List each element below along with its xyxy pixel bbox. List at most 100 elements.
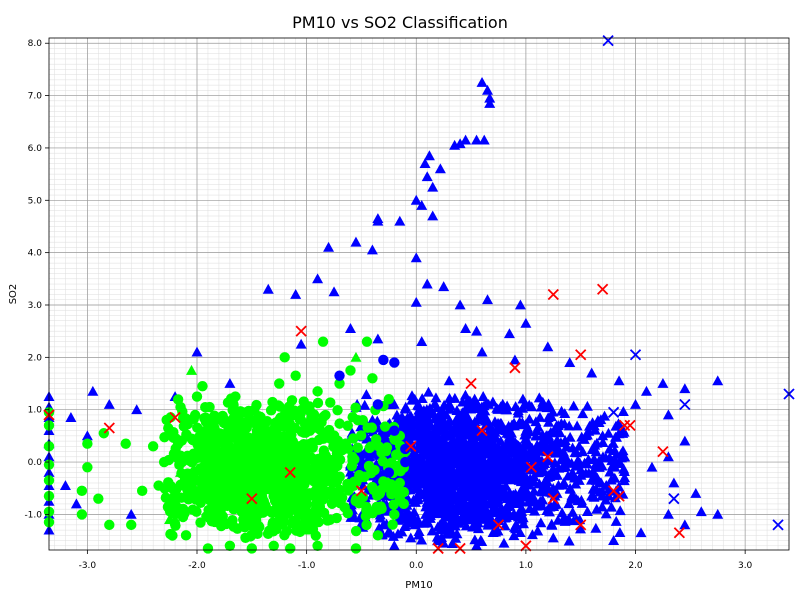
triangle-point — [604, 466, 616, 477]
triangle-point — [496, 472, 508, 483]
circle-point — [212, 462, 223, 473]
circle-point — [82, 462, 93, 473]
triangle-point — [563, 535, 575, 546]
triangle-point — [224, 378, 236, 388]
circle-point — [265, 405, 277, 416]
x-point — [575, 349, 587, 361]
triangle-point — [635, 527, 647, 538]
triangle-point — [600, 452, 612, 463]
x-point — [492, 519, 505, 531]
triangle-point — [481, 397, 493, 408]
triangle-point — [482, 84, 494, 95]
circle-point — [334, 484, 345, 496]
triangle-point — [618, 451, 630, 462]
circle-point — [197, 380, 208, 392]
triangle-point — [586, 490, 598, 501]
triangle-point — [422, 412, 434, 423]
triangle-point — [436, 404, 448, 415]
triangle-point — [535, 441, 547, 452]
triangle-point — [359, 399, 371, 410]
triangle-point — [483, 508, 495, 519]
triangle-point — [438, 281, 450, 292]
axis-ticks: -3.0 -2.0 -1.0 0.0 1.0 2.0 3.0 -1.0 0.0 1.0 2.0 3.0… — [24, 39, 752, 571]
circle-point — [190, 475, 201, 487]
circle-point — [383, 467, 395, 478]
triangle-point — [164, 514, 176, 525]
triangle-point — [361, 433, 373, 444]
circle-point — [163, 422, 174, 434]
triangle-point — [496, 443, 508, 454]
circle-point — [234, 480, 245, 491]
triangle-point — [566, 490, 578, 501]
triangle-point — [421, 278, 433, 289]
circle-point — [260, 456, 271, 467]
triangle-point — [350, 236, 362, 247]
triangle-point — [103, 398, 115, 409]
circle-point — [334, 497, 346, 509]
triangle-point — [498, 423, 510, 434]
circle-point — [307, 441, 318, 452]
triangle-point — [388, 540, 400, 551]
triangle-point — [454, 138, 466, 149]
triangle-point — [452, 493, 464, 504]
circle-point — [204, 494, 215, 506]
triangle-point — [613, 428, 625, 439]
circle-point — [372, 399, 384, 410]
triangle-point — [538, 458, 550, 468]
triangle-point — [433, 411, 445, 422]
triangle-point — [488, 476, 500, 487]
triangle-point — [430, 392, 442, 403]
triangle-point — [586, 367, 598, 378]
triangle-point — [523, 399, 535, 410]
circle-point — [262, 505, 273, 516]
circle-point — [372, 489, 384, 501]
x-point — [673, 527, 686, 539]
triangle-point — [413, 529, 425, 540]
triangle-point — [581, 400, 593, 411]
triangle-point — [440, 409, 452, 420]
triangle-point — [469, 534, 481, 545]
circle-point — [292, 506, 304, 517]
circle-point — [252, 528, 263, 540]
triangle-point — [679, 519, 691, 530]
circle-point — [175, 401, 186, 413]
triangle-point — [504, 487, 516, 497]
triangle-point — [509, 521, 521, 532]
y-tick-label: 2.0 — [28, 353, 43, 363]
triangle-point — [410, 296, 422, 307]
circle-point — [389, 425, 400, 436]
x-point — [355, 485, 368, 497]
triangle-point — [564, 483, 576, 493]
triangle-point — [567, 506, 579, 517]
triangle-point — [577, 408, 589, 419]
circle-point — [167, 483, 178, 494]
triangle-point — [568, 400, 580, 411]
circle-point — [284, 543, 296, 554]
x-point — [520, 540, 532, 552]
circle-point — [312, 386, 323, 397]
circle-point — [365, 467, 377, 479]
circle-point — [76, 509, 88, 520]
triangle-point — [589, 439, 601, 450]
triangle-point — [399, 519, 411, 530]
x-point — [169, 411, 181, 424]
triangle-point — [419, 158, 431, 169]
circle-point — [282, 445, 294, 457]
triangle-point — [407, 515, 419, 526]
triangle-point — [605, 501, 617, 512]
triangle-point — [394, 215, 406, 226]
triangle-point — [492, 525, 504, 536]
triangle-point — [360, 389, 372, 400]
triangle-point — [458, 501, 470, 512]
triangle-point — [452, 515, 464, 525]
triangle-point — [416, 393, 428, 404]
circle-point — [177, 511, 189, 523]
triangle-point — [186, 364, 198, 375]
circle-point — [286, 517, 297, 529]
circle-point — [355, 430, 367, 441]
circle-point — [304, 488, 315, 499]
circle-point — [346, 460, 358, 472]
triangle-point — [328, 286, 340, 297]
circle-point — [213, 451, 224, 462]
triangle-point — [613, 418, 625, 429]
